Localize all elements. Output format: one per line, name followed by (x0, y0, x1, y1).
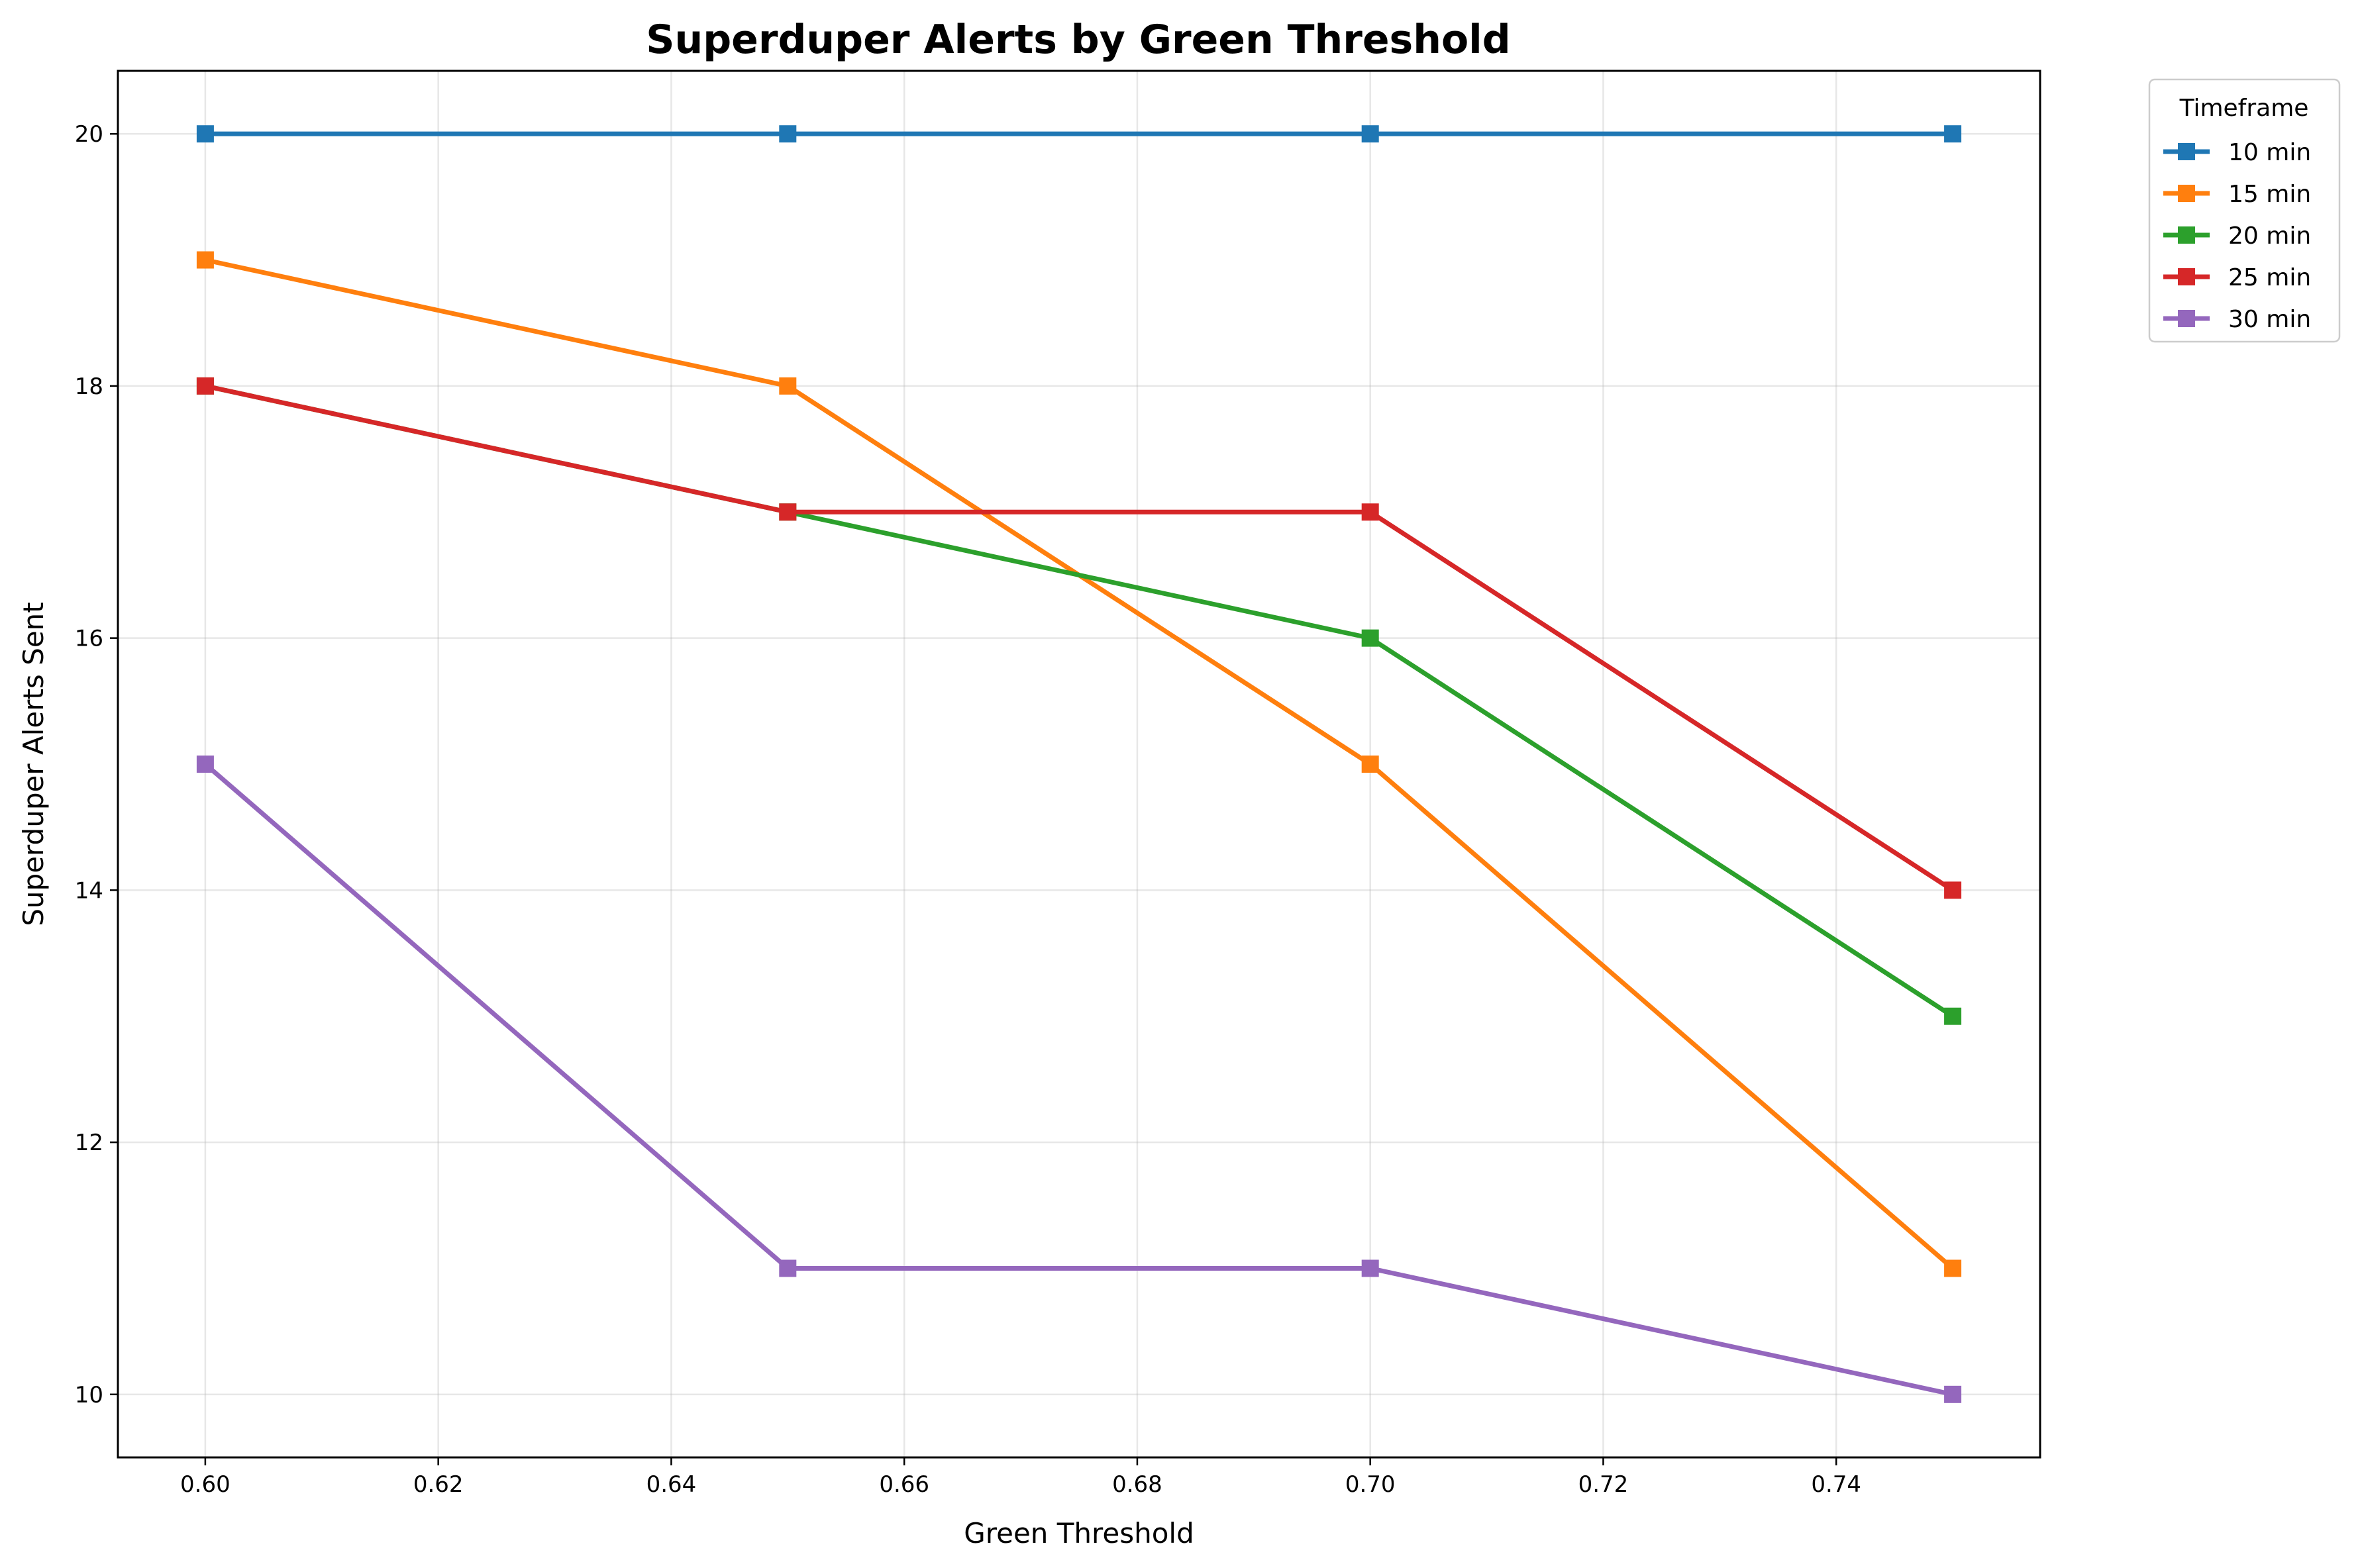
y-axis-label: Superduper Alerts Sent (17, 602, 50, 926)
legend-marker (2178, 226, 2195, 244)
legend-entry: 15 min (2163, 181, 2311, 208)
series-10-min (196, 125, 1962, 143)
series-line-30-min (201, 761, 1956, 1397)
y-tick-label: 20 (75, 121, 103, 148)
legend-title: Timeframe (2179, 95, 2309, 122)
data-point (196, 756, 214, 773)
data-point (1944, 1259, 1962, 1277)
x-tick-label: 0.74 (1811, 1471, 1861, 1498)
y-tick-label: 16 (75, 626, 103, 652)
y-tick-label: 12 (75, 1130, 103, 1156)
x-tick-label: 0.70 (1345, 1471, 1396, 1498)
legend-label: 15 min (2228, 181, 2311, 208)
data-point (1361, 125, 1379, 143)
legend-entry: 20 min (2163, 222, 2311, 250)
data-point (1944, 125, 1962, 143)
x-tick-label: 0.66 (879, 1471, 929, 1498)
legend-entry: 25 min (2163, 264, 2311, 291)
legend-label: 25 min (2228, 264, 2311, 291)
legend-marker (2178, 268, 2195, 285)
data-point (196, 125, 214, 143)
y-tick-label: 10 (75, 1382, 103, 1408)
series-line-25-min (202, 383, 1956, 894)
data-point (1361, 756, 1379, 773)
x-tick-label: 0.68 (1112, 1471, 1162, 1498)
x-tick-label: 0.64 (646, 1471, 697, 1498)
data-point (779, 503, 797, 521)
data-point (1944, 881, 1962, 899)
plot-area-frame (117, 70, 2041, 1459)
x-tick-label: 0.72 (1578, 1471, 1629, 1498)
data-point (779, 377, 797, 395)
x-tick-label: 0.60 (180, 1471, 231, 1498)
data-point (1361, 1259, 1379, 1277)
y-axis-ticks: 10 12 14 16 18 20 (75, 121, 118, 1408)
x-axis-ticks: 0.60 0.62 0.64 0.66 0.68 0.70 0.72 0.74 (180, 1457, 1861, 1498)
data-point (1361, 629, 1379, 647)
data-point (1361, 503, 1379, 521)
legend-label: 10 min (2228, 139, 2311, 166)
legend: Timeframe 10 min 15 min 20 min 25 min 30 min (2148, 78, 2341, 343)
data-point (779, 125, 797, 143)
data-point (196, 377, 214, 395)
data-point (1944, 1385, 1962, 1403)
data-point (196, 251, 214, 269)
legend-label: 30 min (2228, 306, 2311, 333)
legend-marker (2178, 143, 2195, 160)
y-tick-label: 14 (75, 877, 103, 904)
series-25-min (196, 377, 1962, 899)
legend-entry: 10 min (2163, 139, 2311, 166)
legend-entry: 30 min (2163, 306, 2311, 333)
y-tick-label: 18 (75, 373, 103, 400)
x-axis-label: Green Threshold (964, 1517, 1194, 1549)
series-layer (196, 125, 1962, 1403)
x-tick-label: 0.62 (413, 1471, 464, 1498)
legend-entries: 10 min 15 min 20 min 25 min 30 min (2163, 139, 2311, 333)
series-30-min (196, 756, 1962, 1403)
legend-label: 20 min (2228, 222, 2311, 250)
data-point (779, 1259, 797, 1277)
legend-marker (2178, 185, 2195, 202)
chart-title: Superduper Alerts by Green Threshold (646, 17, 1510, 63)
legend-marker (2178, 310, 2195, 327)
data-point (1944, 1007, 1962, 1025)
